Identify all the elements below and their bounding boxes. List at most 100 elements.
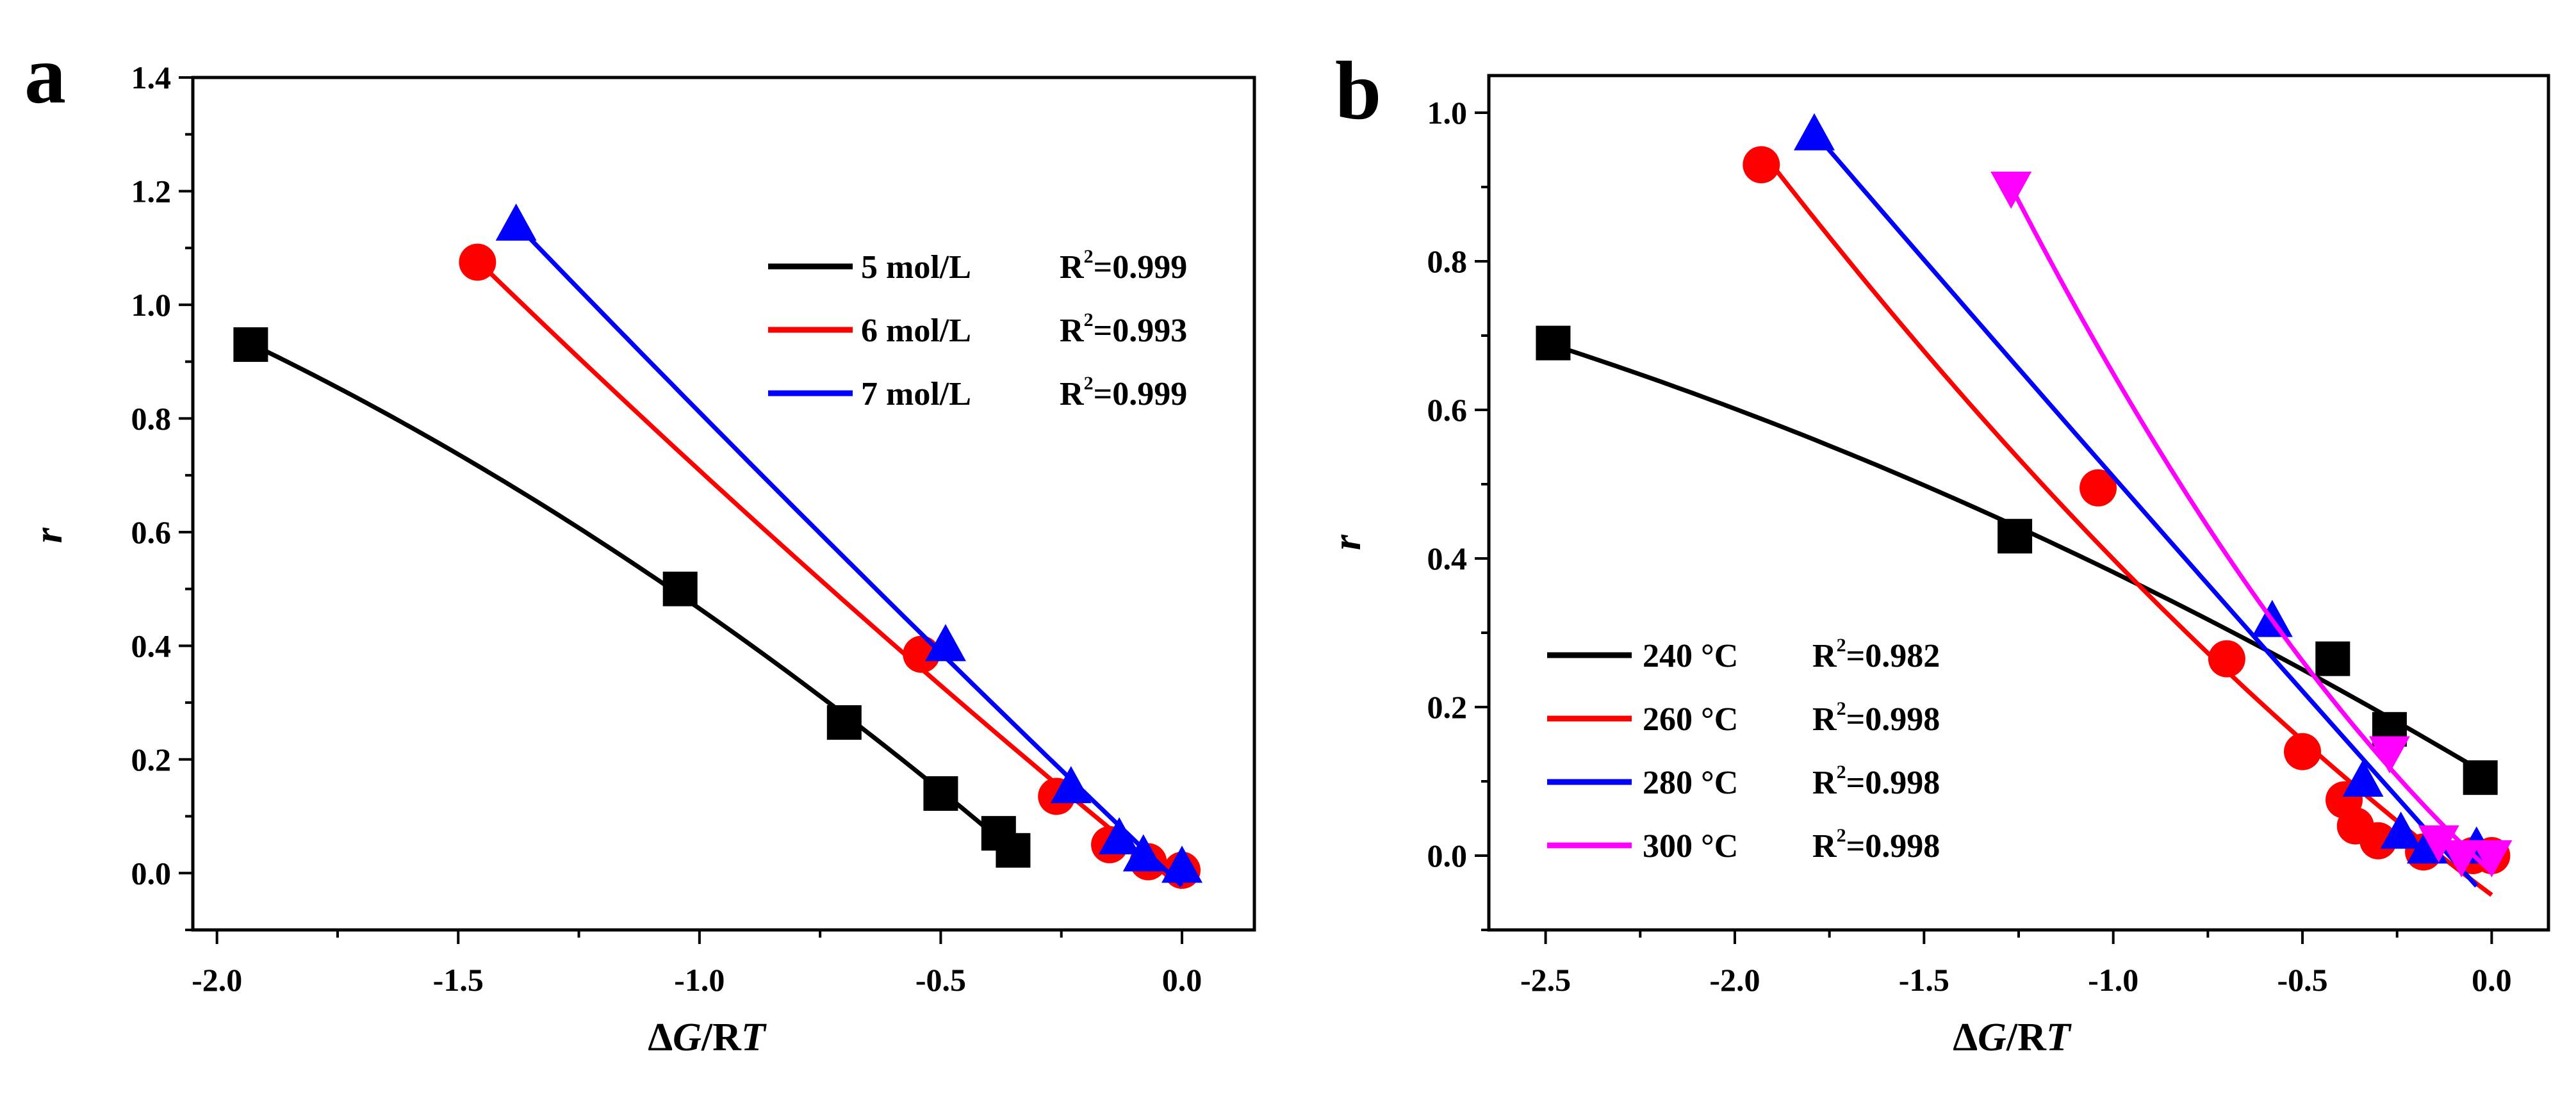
plot-frame [191,76,1256,932]
x-tick-label: 0.0 [1162,962,1202,998]
r2-superscript: 2 [1084,246,1094,267]
x-tick-label: 0.0 [2472,962,2512,998]
data-point-triangle-down [2418,825,2459,863]
x-tick-label: -1.0 [2088,962,2138,998]
fit-line [1812,131,2479,888]
data-point-circle [2208,640,2245,678]
x-tick-label: -1.0 [674,962,725,998]
r2-value: =0.998 [1846,701,1940,738]
x-tick-label: -2.0 [192,962,242,998]
data-point-triangle [924,624,966,662]
data-point-triangle [495,203,537,241]
x-tick-label: -2.5 [1520,962,1571,998]
series-0 [233,327,1031,868]
y-tick-label: 0.2 [1427,689,1468,725]
data-point-square [662,571,698,606]
legend-r2: R2=0.999 [1060,246,1187,286]
r2-value: =0.982 [1846,638,1940,674]
y-tick-label: 0.6 [131,514,172,550]
legend-r2: R2=0.999 [1060,373,1187,412]
r2-value: =0.999 [1094,376,1188,412]
data-point-circle [2359,822,2397,859]
y-tick-label: 0.2 [131,742,172,777]
r2-superscript: 2 [1837,635,1846,656]
x-tick-label: -1.5 [1899,962,1949,998]
panel-label: a [24,29,66,121]
x-axis-title-part: /R [2006,1016,2047,1059]
legend-label: 280 °C [1643,765,1738,801]
y-tick-label: 0.0 [131,855,172,891]
data-point-triangle-down [2368,736,2410,774]
x-tick-label: -0.5 [915,962,966,998]
legend-item: 300 °C R2=0.998 [1547,825,1940,865]
x-axis-title-part: Δ [648,1016,673,1059]
r2-superscript: 2 [1837,825,1846,846]
r2-value: =0.998 [1846,765,1940,801]
legend-label: 5 mol/L [861,249,971,286]
r2-base: R [1060,313,1085,349]
data-point-square [923,776,958,811]
y-tick-label: 1.0 [1427,95,1468,131]
r2-superscript: 2 [1837,761,1846,783]
data-point-square [1998,519,2033,554]
r2-superscript: 2 [1837,698,1846,719]
data-point-square [233,327,268,362]
r2-superscript: 2 [1084,373,1094,394]
y-tick-label: 0.0 [1427,838,1468,874]
data-point-triangle [1050,766,1092,804]
r2-superscript: 2 [1084,309,1094,330]
x-axis-title-part: /R [701,1016,742,1059]
chart-panel-b: -2.5 -2.0 -1.5 -1.0 -0.5 0.0 0.0 0.2 0.4 0.6 0.8 1.… [1325,45,2550,1059]
legend-item: 240 °C R2=0.982 [1547,635,1940,674]
series-2 [495,203,1203,888]
legend-item: 260 °C R2=0.998 [1547,698,1940,738]
r2-base: R [1812,638,1837,674]
data-point-triangle-down [2441,840,2482,877]
fit-line [1759,149,2493,897]
data-point-triangle [2380,811,2422,849]
data-point-circle [2080,469,2117,507]
data-point-circle [1743,146,1780,184]
legend-r2: R2=0.998 [1812,825,1940,865]
x-axis-title: ΔG/RT [648,1016,767,1059]
data-point-triangle [1161,845,1203,883]
legend-label: 6 mol/L [861,313,971,349]
data-point-square [2315,641,2350,676]
series-3 [1990,172,2513,877]
chart-panel-a: -2.0 -1.5 -1.0 -0.5 0.0 0.0 0.2 0.4 0.6 0.8 1.0 1.2… [24,29,1256,1059]
legend-r2: R2=0.982 [1812,635,1940,674]
x-axis-title: ΔG/RT [1953,1016,2072,1059]
x-axis-title-part: T [741,1016,767,1059]
y-tick-label: 1.2 [131,173,172,209]
r2-base: R [1812,828,1837,865]
data-point-triangle-down [1990,172,2032,209]
r2-value: =0.998 [1846,828,1940,865]
data-point-circle [2284,733,2322,770]
y-tick-label: 1.0 [131,287,172,323]
x-tick-label: -0.5 [2277,962,2327,998]
legend-label: 260 °C [1643,701,1738,738]
y-axis-title: r [27,527,70,543]
r2-base: R [1812,765,1837,801]
series-0 [1536,325,2498,795]
x-axis-title-part: T [2046,1016,2072,1059]
r2-base: R [1812,701,1837,738]
legend-item: 7 mol/L R2=0.999 [768,373,1187,412]
data-point-square [1536,325,1571,361]
legend-r2: R2=0.998 [1812,761,1940,801]
y-tick-label: 0.4 [131,628,172,663]
y-tick-label: 0.6 [1427,392,1468,428]
x-axis-title-part: G [1978,1016,2006,1059]
x-tick-label: -2.0 [1709,962,1760,998]
legend-label: 7 mol/L [861,376,971,412]
y-tick-label: 1.4 [131,60,172,95]
legend-item: 6 mol/L R2=0.993 [768,309,1187,349]
data-point-square [826,705,862,740]
r2-value: =0.993 [1094,313,1188,349]
data-point-triangle-down [2471,840,2513,877]
data-point-triangle [1099,817,1140,855]
legend-item: 280 °C R2=0.998 [1547,761,1940,801]
fit-line [249,341,1015,852]
data-point-square [996,833,1031,868]
